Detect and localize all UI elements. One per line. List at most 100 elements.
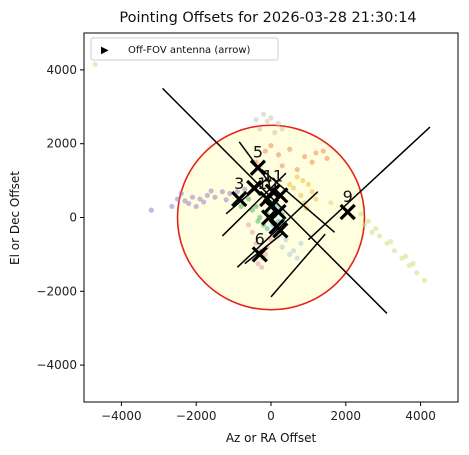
- offset-line: [270, 233, 326, 298]
- trail-point: [193, 203, 199, 210]
- trail-point: [376, 233, 383, 239]
- antenna-marker: [249, 159, 267, 176]
- trail-point: [189, 194, 196, 200]
- trail-point: [253, 117, 259, 123]
- trail-point: [197, 196, 203, 202]
- chart-title: Pointing Offsets for 2026-03-28 21:30:14: [119, 10, 416, 26]
- trail-point: [279, 163, 285, 169]
- trail-point: [287, 181, 293, 187]
- trail-point: [309, 159, 315, 165]
- trail-point: [255, 218, 261, 224]
- trail-point: [279, 126, 285, 132]
- trail-point: [260, 111, 267, 117]
- trail-point: [302, 200, 308, 206]
- trail-point: [242, 186, 248, 193]
- antenna-x-mark: [231, 190, 248, 208]
- trail-point: [275, 120, 282, 127]
- trail-point: [313, 196, 319, 202]
- legend-marker-icon: ▶: [101, 45, 109, 56]
- trail-point: [313, 150, 319, 156]
- antenna-marker: [268, 218, 285, 235]
- antenna-label: 5: [253, 143, 263, 162]
- trail-point: [182, 198, 188, 204]
- antenna-x-mark: [249, 159, 267, 176]
- offset-line: [221, 172, 287, 237]
- trail-point: [268, 142, 274, 149]
- trail-point: [421, 277, 427, 283]
- trail-point: [298, 192, 304, 198]
- trail-point: [275, 152, 282, 158]
- trail-point: [234, 189, 240, 195]
- trail-point: [365, 218, 371, 224]
- trail-point: [249, 207, 255, 213]
- y-tick-label: 4000: [46, 63, 77, 77]
- trail-point: [245, 222, 252, 228]
- y-tick-label: 2000: [46, 137, 77, 151]
- antenna-marker: [246, 179, 263, 197]
- trail-point: [249, 229, 255, 235]
- x-tick-label: 0: [267, 409, 275, 423]
- trail-point: [290, 248, 297, 254]
- trail-point: [294, 255, 300, 261]
- antenna-marker: [231, 190, 248, 208]
- legend-box: [90, 37, 279, 61]
- trail-point: [178, 190, 184, 197]
- x-tick-label: 2000: [331, 409, 362, 423]
- antenna-x-mark: [246, 179, 263, 197]
- trail-point: [302, 154, 308, 160]
- trail-point: [283, 237, 289, 243]
- antenna-label: 10: [257, 174, 277, 193]
- trail-point: [290, 185, 297, 191]
- antenna-label: 3: [234, 174, 244, 193]
- antenna-label: 9: [343, 187, 353, 206]
- trail-point: [169, 203, 175, 210]
- x-tick-label: 4000: [405, 409, 436, 423]
- trail-point: [388, 238, 394, 245]
- trail-point: [148, 207, 154, 213]
- trail-point: [358, 211, 364, 217]
- trail-point: [410, 261, 416, 267]
- trail-point: [300, 178, 306, 184]
- y-tick-label: −4000: [36, 358, 77, 372]
- trail-point: [287, 146, 293, 152]
- antenna-marker: [339, 203, 356, 221]
- trail-point: [294, 174, 300, 180]
- x-axis-label: Az or RA Offset: [226, 431, 317, 445]
- legend: ▶ Off-FOV antenna (arrow): [90, 37, 279, 61]
- antenna-label: 6: [255, 229, 265, 248]
- y-axis-label: El or Dec Offset: [8, 171, 22, 265]
- trail-point: [255, 261, 261, 267]
- trail-point: [305, 181, 311, 187]
- trail-point: [174, 196, 181, 202]
- offset-line: [307, 126, 431, 241]
- y-tick-label: −2000: [36, 284, 77, 298]
- x-tick-label: −2000: [176, 409, 217, 423]
- trail-point: [219, 189, 225, 195]
- trail-point: [391, 248, 398, 254]
- trail-point: [223, 197, 229, 203]
- trail-point: [373, 225, 379, 232]
- trail-point: [272, 130, 278, 136]
- antenna-x-mark: [339, 203, 356, 221]
- trail-point: [279, 244, 285, 250]
- y-tick-label: 0: [69, 211, 77, 225]
- antenna-x-mark: [268, 218, 285, 235]
- trail-point: [264, 225, 270, 232]
- antenna-marker: [251, 246, 268, 263]
- x-tick-label: −4000: [101, 409, 142, 423]
- trail-point: [324, 155, 330, 162]
- trail-point: [245, 196, 252, 202]
- trail-point: [294, 166, 300, 173]
- trail-point: [257, 126, 263, 132]
- trail-point: [253, 203, 259, 210]
- trail-point: [369, 229, 375, 235]
- antenna-marker: [270, 203, 287, 221]
- trail-point: [212, 194, 218, 200]
- trail-point: [320, 148, 326, 154]
- trail-point: [361, 222, 368, 228]
- antenna-x-mark: [270, 203, 287, 221]
- trail-point: [201, 199, 207, 205]
- trail-point: [403, 253, 409, 259]
- trail-point: [208, 188, 214, 194]
